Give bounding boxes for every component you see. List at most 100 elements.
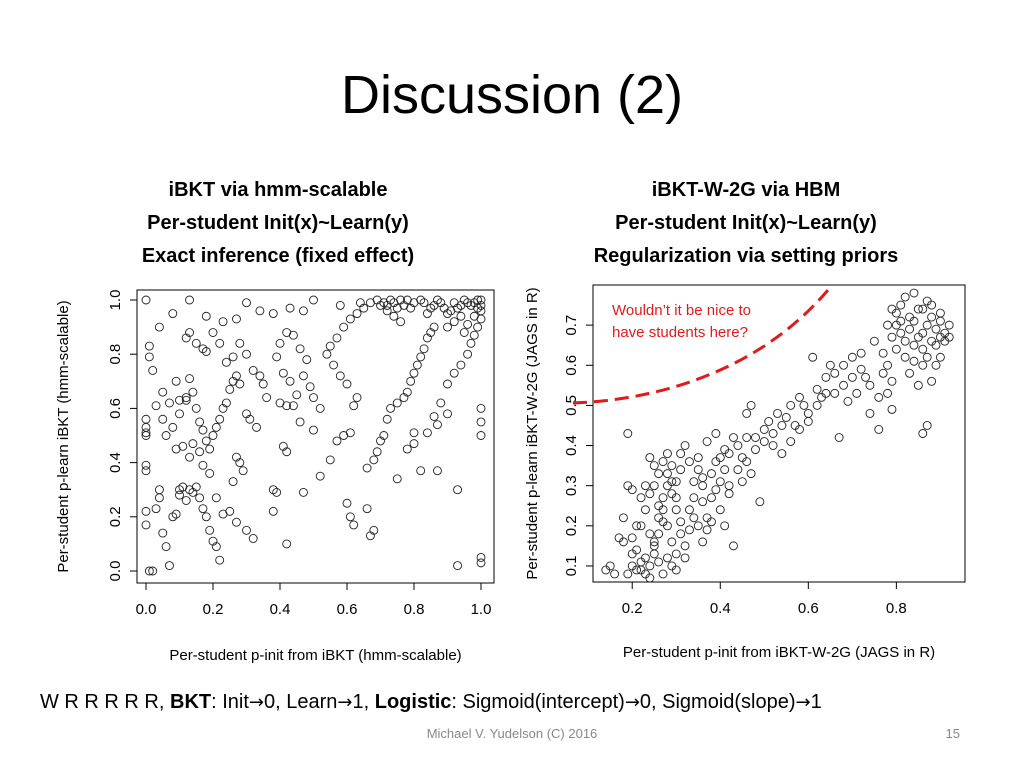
scatter-point	[362, 463, 372, 473]
scatter-point	[168, 309, 178, 318]
scatter-point	[676, 449, 686, 459]
y-tick-label: 0.0	[107, 561, 124, 582]
scatter-point	[724, 481, 734, 491]
scatter-point	[349, 520, 359, 530]
scatter-point	[874, 425, 884, 434]
scatter-point	[151, 504, 161, 514]
scatter-point	[751, 433, 760, 442]
scatter-point	[847, 352, 857, 362]
scatter-point	[900, 352, 910, 362]
scatter-point	[645, 453, 655, 463]
scatter-point	[685, 525, 694, 535]
scatter-point	[299, 306, 308, 316]
scatter-point	[698, 473, 708, 483]
scatter-point	[896, 300, 906, 310]
bkt-label: BKT	[170, 691, 212, 713]
scatter-point	[676, 517, 686, 527]
scatter-point	[473, 322, 483, 332]
scatter-point	[376, 300, 385, 310]
scatter-point	[175, 490, 184, 500]
scatter-point	[751, 445, 760, 455]
scatter-point	[141, 422, 151, 432]
scatter-point	[843, 396, 853, 406]
annotation-text-line-1: Wouldn’t it be nice to	[612, 302, 751, 319]
scatter-point	[416, 466, 426, 476]
scatter-point	[386, 403, 395, 413]
left-heading-line-2: Per-student Init(x)~Learn(y)	[147, 212, 409, 234]
annotation-text-line-2: have students here?	[612, 324, 748, 341]
scatter-point	[191, 482, 201, 492]
scatter-point	[931, 324, 941, 334]
scatter-point	[896, 328, 906, 338]
scatter-point	[676, 465, 686, 475]
scatter-point	[221, 398, 231, 408]
scatter-point	[402, 295, 412, 305]
scatter-point	[856, 364, 866, 374]
scatter-point	[426, 328, 436, 337]
scatter-point	[473, 303, 483, 313]
scatter-point	[781, 412, 791, 422]
scatter-point	[205, 444, 215, 454]
scatter-point	[171, 444, 181, 454]
scatter-point	[406, 376, 416, 386]
scatter-point	[742, 457, 752, 467]
scatter-point	[185, 328, 195, 337]
scatter-point	[268, 506, 278, 516]
scatter-point	[412, 360, 422, 370]
x-tick-label: 0.8	[886, 600, 907, 617]
scatter-point	[402, 444, 412, 454]
scatter-point	[191, 403, 201, 413]
scatter-point	[228, 477, 238, 487]
y-tick-label: 1.0	[107, 290, 124, 311]
scatter-point	[171, 376, 181, 386]
scatter-point	[409, 439, 419, 449]
scatter-point	[449, 368, 459, 378]
scatter-point	[746, 469, 756, 479]
scatter-point	[443, 409, 452, 419]
scatter-point	[352, 393, 362, 403]
scatter-point	[768, 429, 778, 438]
scatter-point	[632, 545, 642, 555]
scatter-point	[927, 300, 937, 310]
scatter-point	[285, 303, 295, 313]
scatter-point	[402, 387, 412, 397]
scatter-point	[154, 485, 164, 495]
right-heading-line-1: iBKT-W-2G via HBM	[651, 179, 841, 201]
scatter-point	[887, 332, 897, 342]
plot-frame	[136, 289, 495, 584]
scatter-point	[198, 504, 208, 514]
scatter-point	[927, 312, 937, 322]
scatter-point	[175, 485, 184, 495]
arrow-icon: →	[624, 692, 640, 713]
scatter-point	[918, 344, 928, 354]
footer-credit: Michael V. Yudelson (C) 2016	[426, 726, 598, 741]
scatter-point	[456, 360, 466, 370]
scatter-point	[332, 333, 342, 343]
y-tick-label: 0.2	[563, 515, 580, 536]
y-tick-label: 0.3	[563, 475, 580, 496]
y-tick-label: 0.8	[107, 344, 124, 365]
y-axis-label: Per-student p-learn iBKT-W-2G (JAGS in R…	[524, 287, 541, 579]
scatter-point	[215, 555, 225, 565]
scatter-point	[362, 504, 372, 514]
scatter-point	[422, 428, 432, 438]
scatter-point	[922, 320, 932, 330]
slide-title: Discussion (2)	[340, 65, 684, 125]
scatter-point	[429, 412, 439, 421]
scatter-point	[335, 300, 345, 310]
scatter-point	[476, 417, 486, 427]
scatter-point	[211, 493, 221, 503]
scatter-point	[198, 425, 208, 435]
scatter-point	[325, 455, 335, 465]
scatter-point	[215, 414, 225, 424]
scatter-point	[821, 388, 831, 398]
scatter-point	[195, 447, 205, 457]
scatter-point	[825, 360, 835, 370]
scatter-point	[355, 298, 365, 308]
scatter-point	[218, 317, 228, 327]
scatter-point	[671, 549, 681, 559]
scatter-point	[141, 520, 151, 530]
scatter-point	[242, 298, 251, 308]
scatter-point	[839, 360, 848, 370]
scatter-point	[399, 393, 409, 403]
